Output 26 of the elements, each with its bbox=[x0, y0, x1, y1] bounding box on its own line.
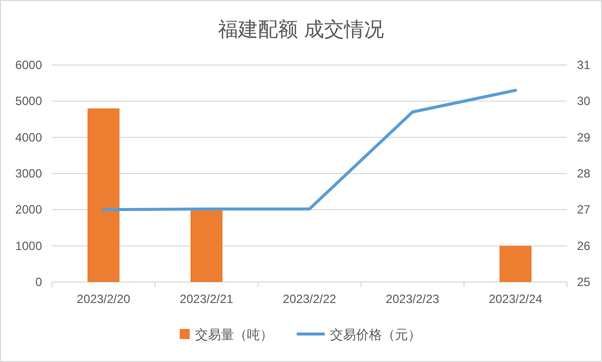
y-tick-label: 4000 bbox=[15, 130, 42, 144]
bar bbox=[500, 246, 532, 282]
x-tick-label: 2023/2/24 bbox=[488, 292, 543, 306]
y2-tick-label: 31 bbox=[577, 58, 591, 72]
legend-label: 交易量（吨） bbox=[194, 327, 273, 342]
y-tick-label: 5000 bbox=[15, 94, 42, 108]
y-tick-label: 3000 bbox=[15, 166, 42, 180]
x-tick-label: 2023/2/21 bbox=[180, 292, 234, 306]
y2-tick-label: 29 bbox=[577, 130, 591, 144]
x-tick-label: 2023/2/23 bbox=[386, 292, 440, 306]
y-tick-label: 6000 bbox=[15, 58, 42, 72]
y2-tick-label: 25 bbox=[577, 275, 591, 289]
line-series bbox=[102, 88, 517, 212]
x-tick-label: 2023/2/20 bbox=[76, 292, 131, 306]
bar bbox=[190, 210, 222, 282]
y2-tick-label: 30 bbox=[577, 94, 591, 108]
y2-tick-label: 27 bbox=[577, 202, 591, 217]
y-tick-label: 0 bbox=[35, 275, 42, 289]
y2-tick-label: 28 bbox=[577, 166, 591, 180]
y-tick-label: 1000 bbox=[15, 238, 42, 253]
y2-tick-label: 26 bbox=[577, 238, 591, 253]
x-tick-label: 2023/2/22 bbox=[282, 292, 337, 306]
y-tick-label: 2000 bbox=[15, 202, 42, 217]
chart-title: 福建配额 成交情况 bbox=[218, 19, 384, 41]
legend-label: 交易价格（元） bbox=[330, 327, 421, 342]
bar bbox=[88, 108, 120, 282]
